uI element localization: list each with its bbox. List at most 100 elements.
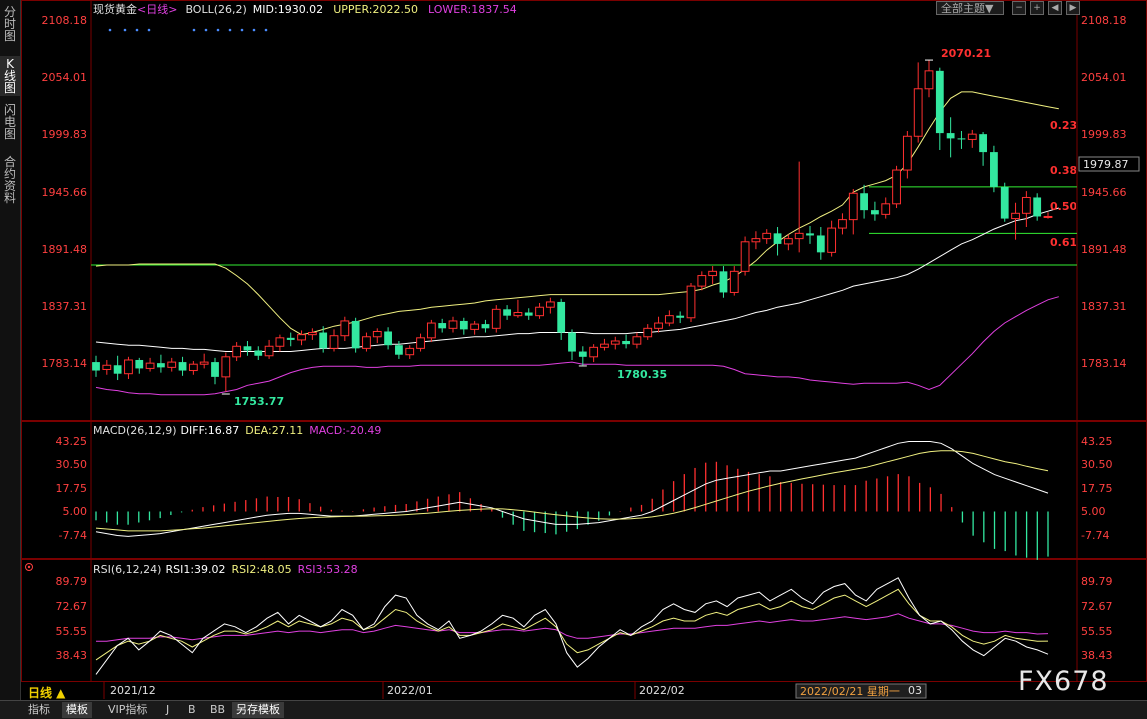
scroll-left-button[interactable]: ◀ [1048,1,1062,15]
macd-tick-label: 5.00 [63,505,88,518]
candle-body-up [340,320,350,337]
rsi-settings-dot [27,565,31,569]
candle-body-up [664,315,674,324]
macd-tick-label: 43.25 [1081,435,1113,448]
boll-mid-readout: MID:1930.02 [253,3,323,16]
bottom-tab-bar: 指标 模板 VIP指标 J B BB 另存模板 [0,700,1147,719]
footer-tab-save-template[interactable]: 另存模板 [232,702,284,718]
candle-body-up [848,192,858,221]
fib-label-0618: 0.618 [1050,236,1085,249]
candle-body-down [568,332,576,352]
rsi-tick-label: 38.43 [1081,649,1113,662]
rsi-tick-label: 72.67 [1081,600,1113,613]
macd-diff-line [95,441,1049,537]
rsi-settings-icon[interactable] [25,563,33,571]
candle-body-down [135,359,144,369]
candle-body-down [254,350,263,356]
candle-body-down [395,345,403,355]
price-tick-label: 1945.66 [1081,186,1127,199]
candle-body-up [221,356,231,378]
candle-body-down [319,332,328,349]
footer-tab-bb[interactable]: BB [210,703,226,716]
sidebar-tab-contract-info[interactable]: 合约资料 [0,156,20,204]
candle-body-down [957,138,966,140]
candle-body-down [157,363,165,368]
candle-body-down [459,320,468,330]
fib-labels: 0.236 0.382 0.500 0.618 [1050,119,1085,249]
rsi-lines [95,577,1049,675]
low-label-feb: 1780.35 [617,368,667,381]
candle-body-up [102,364,112,370]
macd-diff-readout: DIFF:16.87 [181,424,240,437]
crosshair-date-label: 2022/02/21 星期一 [800,685,900,698]
zoom-out-button[interactable]: − [1012,1,1026,15]
candle-body-up [545,301,555,308]
sidebar-tab-label: 合约资料 [3,155,16,205]
candle-body-up [199,361,209,365]
candle-body-down [384,331,392,346]
candle-body-down [578,351,587,357]
price-axis-left: 2108.18 2054.01 1999.83 1945.66 1891.48 … [42,14,88,370]
sidebar-tab-flash[interactable]: 闪电图 [0,104,20,140]
signal-dot [252,28,256,32]
macd-tick-label: 30.50 [56,458,88,471]
candle-body-down [178,362,187,371]
candle-body-up [1043,215,1053,218]
chart-area[interactable]: 现货黄金<日线> BOLL(26,2) MID:1930.02 UPPER:2022.… [21,0,1147,700]
candle-body-down [211,362,219,377]
candle-body-up [762,232,772,240]
period-tag: <日线> [137,2,177,16]
macd-dea-readout: DEA:27.11 [245,424,303,437]
price-tick-label: 2054.01 [1081,71,1127,84]
candle-body-up [307,332,317,336]
boll-indicator: BOLL(26,2) [185,3,246,16]
panel-frames [21,0,1147,682]
signal-dot [228,28,232,32]
candle-body-up [1021,196,1031,214]
candle-body-up [145,362,155,369]
candle-body-up [783,238,793,245]
footer-tab-b[interactable]: B [188,703,196,716]
signal-dot [108,28,112,32]
candle-body-down [946,133,955,139]
candle-body-down [351,320,360,349]
price-tick-label: 1783.14 [1081,357,1127,370]
footer-tab-vip-indicator[interactable]: VIP指标 [108,703,148,716]
boll-lower-line [95,296,1059,396]
macd-tick-label: 30.50 [1081,458,1113,471]
rsi-axis-right: 89.79 72.67 55.55 38.43 [1081,575,1113,662]
price-tick-label: 1945.66 [42,186,88,199]
zoom-in-button[interactable]: + [1030,1,1044,15]
footer-tab-indicator[interactable]: 指标 [28,703,50,716]
theme-dropdown[interactable]: 全部主题▼ [936,1,1004,15]
footer-tab-template[interactable]: 模板 [62,702,92,718]
price-tick-label: 1891.48 [1081,243,1127,256]
macd-tick-label: -7.74 [59,529,87,542]
candle-body-up [362,336,371,349]
rsi-settings-ring [25,563,33,571]
candle-body-down [503,309,511,316]
candle-body-down [773,233,782,244]
time-label-feb: 2022/02 [639,684,685,697]
signal-dot [123,28,127,32]
scroll-right-button[interactable]: ▶ [1066,1,1080,15]
signal-dot [192,28,196,32]
candle-body-down [557,301,566,333]
sidebar-tab-label: 分时图 [3,5,16,43]
rsi1-line [95,577,1049,675]
macd-value-readout: MACD:-20.49 [309,424,381,437]
macd-indicator: MACD(26,12,9) [93,424,177,437]
signal-dot [240,28,244,32]
watermark-logo: FX678 [1018,666,1109,697]
period-selector[interactable]: 日线 ▲ [28,686,66,700]
candle-body-down [286,337,295,340]
rsi-tick-label: 72.67 [56,600,88,613]
macd-axis-right: 43.25 30.50 17.75 5.00 -7.74 [1081,435,1113,542]
candle-body-down [871,210,879,215]
price-tick-label: 1999.83 [42,128,88,141]
footer-tab-j[interactable]: J [166,703,170,716]
rsi3-readout: RSI3:53.28 [298,563,358,576]
rsi-tick-label: 89.79 [1081,575,1113,588]
sidebar-tab-timeshare[interactable]: 分时图 [0,6,20,42]
